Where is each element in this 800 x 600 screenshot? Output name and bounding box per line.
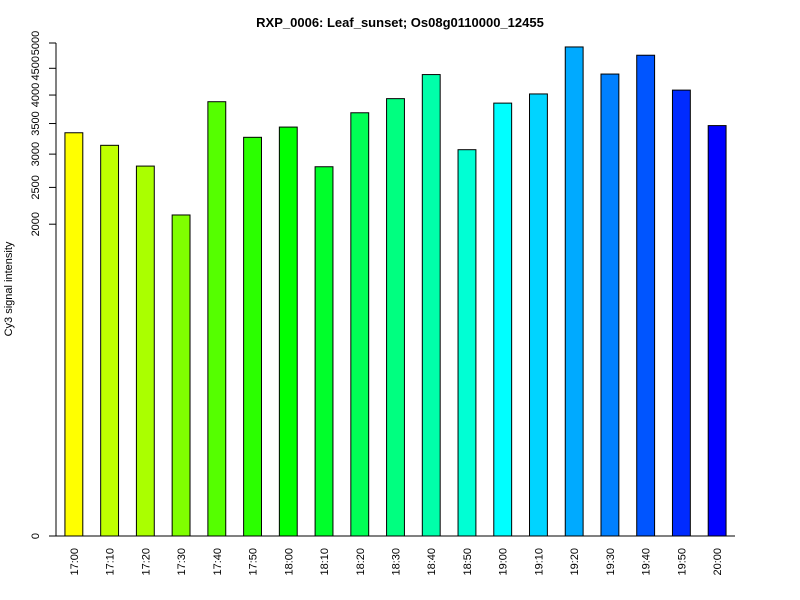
- x-tick-label: 17:00: [69, 548, 81, 576]
- bar: [457, 149, 477, 537]
- bars: [64, 46, 727, 537]
- x-axis: 17:00 17:10 17:20 17:30 17:40 17:50 18:00 18:10…: [56, 535, 735, 576]
- bar: [278, 126, 298, 537]
- x-tick-label: 20:00: [712, 548, 724, 576]
- bar: [350, 112, 370, 537]
- bar: [100, 144, 120, 537]
- bar: [386, 98, 405, 537]
- y-tick-label: 3500: [30, 111, 42, 135]
- x-tick-label: 17:40: [212, 548, 224, 576]
- x-tick-label: 18:00: [283, 548, 295, 576]
- bar: [64, 132, 84, 537]
- x-tick-label: 19:50: [676, 548, 688, 576]
- bar: [493, 102, 513, 537]
- bar: [243, 136, 262, 537]
- bar: [171, 214, 191, 537]
- bar: [135, 165, 155, 537]
- y-tick-label: 2500: [30, 175, 42, 199]
- y-tick-label: 4500: [30, 56, 42, 80]
- y-tick-label: 3000: [30, 142, 42, 166]
- x-tick-label: 17:50: [248, 548, 260, 576]
- y-tick-label: 0: [30, 533, 42, 539]
- x-tick-label: 18:50: [462, 548, 474, 576]
- x-tick-label: 18:10: [319, 548, 331, 576]
- bar: [207, 101, 227, 537]
- x-tick-label: 18:30: [391, 548, 403, 576]
- bar: [600, 73, 620, 537]
- bar: [671, 89, 691, 537]
- chart-title: RXP_0006: Leaf_sunset; Os08g0110000_1245…: [256, 15, 544, 30]
- y-tick-label: 4000: [30, 83, 42, 107]
- x-tick-label: 19:00: [498, 548, 510, 576]
- x-tick-label: 19:30: [605, 548, 617, 576]
- bar: [636, 54, 656, 537]
- bar: [707, 125, 727, 537]
- x-tick-label: 17:10: [105, 548, 117, 576]
- bar: [421, 74, 441, 537]
- x-tick-label: 17:20: [140, 548, 152, 576]
- y-tick-label: 5000: [30, 31, 42, 55]
- y-axis-label: Cy3 signal intensity: [3, 241, 15, 336]
- x-tick-label: 18:40: [426, 548, 438, 576]
- y-tick-label: 2000: [30, 212, 42, 236]
- x-tick-label: 18:20: [355, 548, 367, 576]
- x-tick-label: 19:10: [533, 548, 545, 576]
- x-tick-label: 17:30: [176, 548, 188, 576]
- bar: [314, 166, 334, 537]
- x-tick-label: 19:40: [641, 548, 653, 576]
- x-tick-label: 19:20: [569, 548, 581, 576]
- bar: [564, 46, 584, 537]
- bar: [529, 93, 548, 537]
